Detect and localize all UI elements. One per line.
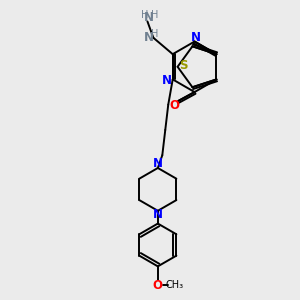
Text: H: H <box>152 29 159 39</box>
Text: N: N <box>162 74 172 87</box>
Text: O: O <box>169 99 179 112</box>
Text: N: N <box>153 208 163 221</box>
Text: N: N <box>144 11 154 24</box>
Text: H: H <box>151 10 159 20</box>
Text: S: S <box>179 59 188 72</box>
Text: CH₃: CH₃ <box>165 280 183 290</box>
Text: N: N <box>153 157 163 170</box>
Text: N: N <box>144 31 154 44</box>
Text: H: H <box>141 10 148 20</box>
Text: N: N <box>191 31 201 44</box>
Text: O: O <box>153 279 163 292</box>
